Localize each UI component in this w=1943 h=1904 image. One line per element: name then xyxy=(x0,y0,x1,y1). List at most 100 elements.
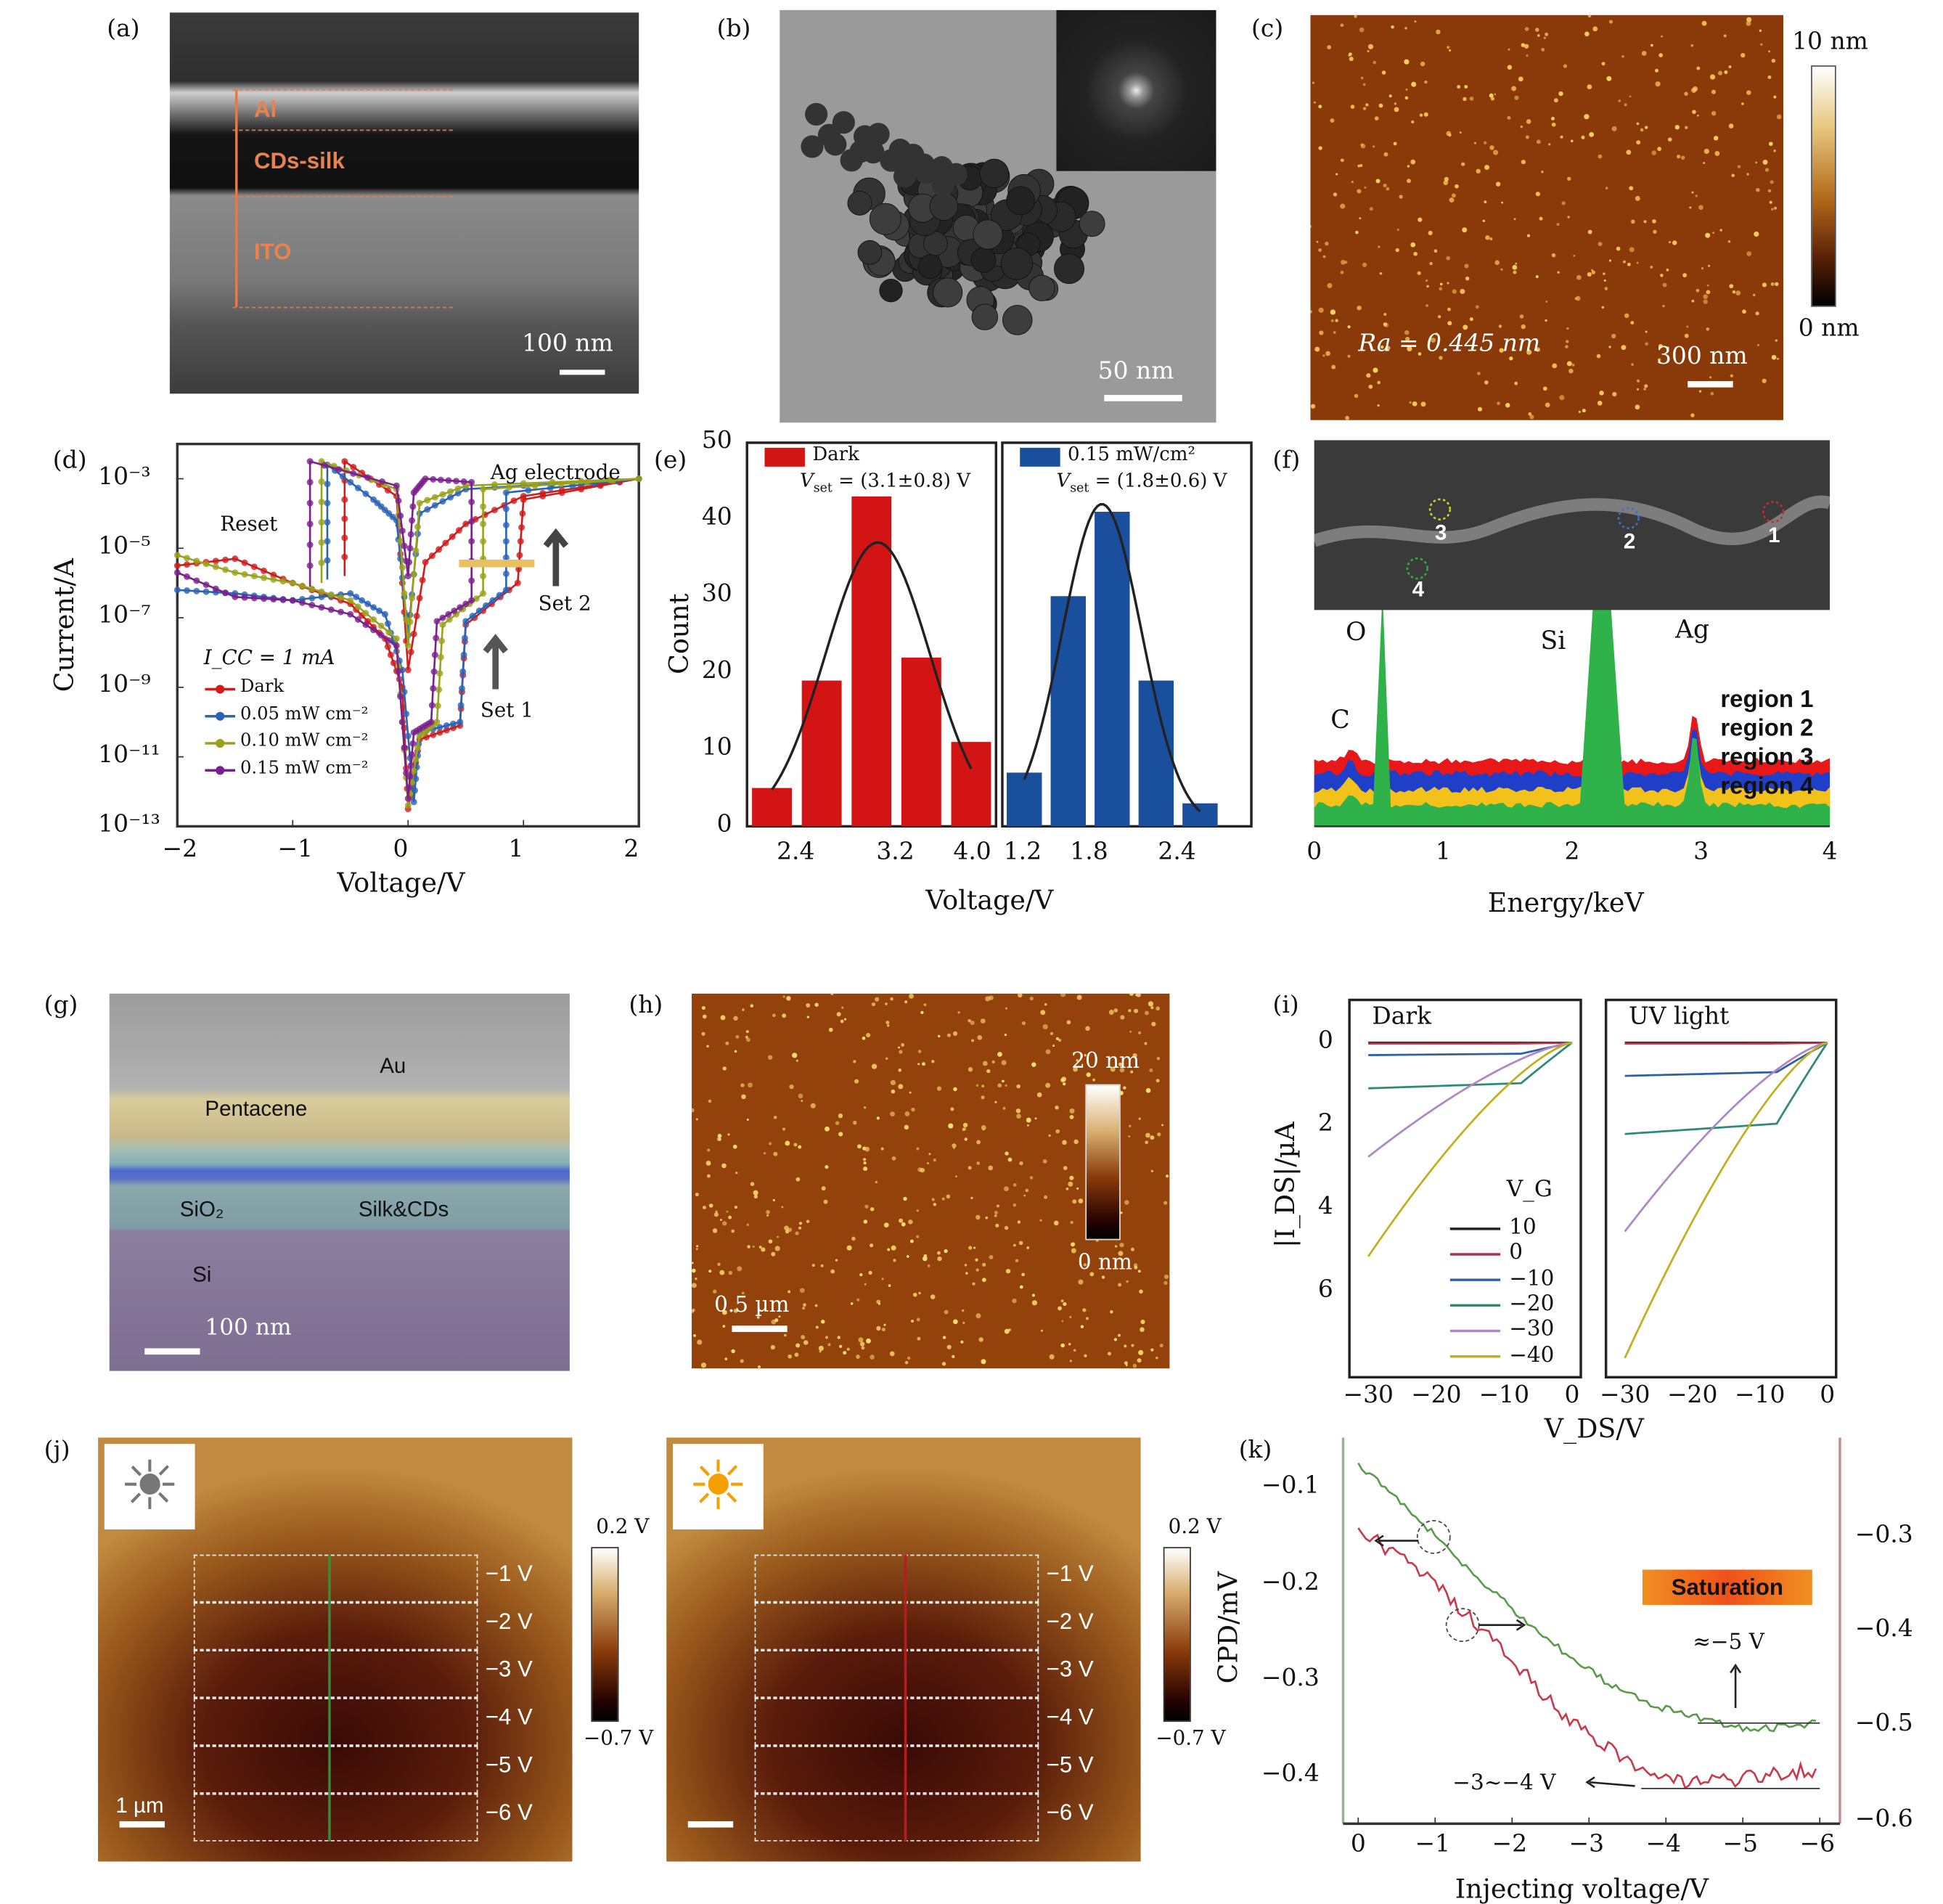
afm-grain xyxy=(1535,28,1539,32)
afm-grain xyxy=(1418,217,1423,222)
afm-grain xyxy=(1465,276,1470,281)
afm-grain xyxy=(718,1137,721,1141)
layer-label-au: Au xyxy=(380,1054,406,1078)
i-curve-0-2 xyxy=(1368,1042,1573,1056)
f-xlabel: Energy/keV xyxy=(1487,888,1644,918)
afm-grain xyxy=(1629,186,1634,191)
afm-grain xyxy=(1420,401,1426,407)
afm-grain xyxy=(1608,346,1611,348)
injection-region-box xyxy=(754,1554,1039,1603)
afm-grain xyxy=(1340,270,1344,274)
afm-grain xyxy=(746,1037,750,1042)
d-legend-label-2: 0.10 mW cm⁻² xyxy=(240,730,369,751)
afm-grain xyxy=(1089,1272,1095,1277)
afm-grain xyxy=(1622,260,1627,263)
k-highlight-circle xyxy=(1416,1519,1451,1554)
afm-grain xyxy=(977,1034,983,1040)
afm-grain xyxy=(953,1087,957,1092)
e-stat-label-1: Vset = (1.8±0.6) V xyxy=(1056,469,1227,496)
e-bar xyxy=(801,680,842,827)
d-data-point xyxy=(439,614,446,621)
nanoparticle xyxy=(1000,248,1034,280)
afm-grain xyxy=(1375,179,1380,184)
afm-grain xyxy=(726,1210,729,1213)
afm-grain xyxy=(1746,251,1752,256)
afm-grain xyxy=(1447,282,1449,285)
k-ytick-right-label: −0.6 xyxy=(1854,1804,1913,1833)
afm-grain xyxy=(1598,154,1603,159)
afm-grain xyxy=(1714,151,1720,156)
afm-grain xyxy=(1587,271,1592,277)
scale-bar-label: 0.5 µm xyxy=(714,1293,790,1318)
d-data-point xyxy=(457,702,465,709)
afm-grain xyxy=(903,1196,907,1201)
afm-grain xyxy=(1082,1308,1087,1312)
d-data-point xyxy=(436,724,443,731)
afm-grain xyxy=(1685,126,1688,129)
afm-grain xyxy=(1005,1007,1008,1010)
nanoparticle xyxy=(1028,274,1055,301)
afm-grain xyxy=(1042,1023,1048,1030)
d-arrow-set1 xyxy=(483,634,508,690)
afm-grain xyxy=(1514,95,1519,100)
afm-grain xyxy=(982,1278,986,1282)
afm-grain xyxy=(1021,1272,1025,1277)
d-data-point xyxy=(525,486,532,494)
d-data-point xyxy=(306,520,314,528)
d-data-point xyxy=(514,579,521,587)
d-data-point xyxy=(439,621,446,629)
afm-grain xyxy=(955,1175,957,1178)
afm-grain xyxy=(1061,1076,1067,1082)
afm-grain xyxy=(1119,1242,1124,1248)
i-xtick-label: 0 xyxy=(1564,1381,1580,1409)
afm-grain xyxy=(1645,342,1649,346)
d-data-point xyxy=(468,577,475,584)
afm-grain xyxy=(917,1063,920,1066)
afm-grain xyxy=(1150,1169,1154,1172)
i-ylabel: |I_DS|/µA xyxy=(1270,1121,1301,1248)
afm-grain xyxy=(1155,1006,1161,1011)
afm-grain xyxy=(798,1222,803,1225)
scale-bar xyxy=(732,1325,788,1332)
f-spectrum-3 xyxy=(1314,738,1830,827)
afm-grain xyxy=(988,1165,994,1171)
d-data-point xyxy=(203,588,210,595)
d-data-point xyxy=(502,554,510,561)
d-data-point xyxy=(433,634,440,642)
afm-grain xyxy=(1132,1363,1137,1368)
afm-grain xyxy=(909,1091,912,1094)
afm-grain xyxy=(920,1167,925,1173)
afm-grain xyxy=(1150,1348,1154,1352)
afm-grain xyxy=(916,1209,919,1212)
afm-grain xyxy=(862,1036,865,1039)
afm-grain xyxy=(850,1302,854,1305)
afm-grain xyxy=(1477,372,1481,375)
afm-grain xyxy=(697,1339,703,1345)
k-ytick-left-label: −0.2 xyxy=(1261,1567,1320,1596)
d-data-point xyxy=(404,642,412,649)
afm-grain xyxy=(801,1335,806,1340)
d-data-point xyxy=(505,483,512,491)
line-profile-marker xyxy=(904,1554,907,1842)
afm-grain xyxy=(725,1041,729,1045)
i-curve-1-5 xyxy=(1624,1042,1828,1359)
afm-grain xyxy=(1055,1037,1059,1040)
afm-grain xyxy=(980,1018,986,1023)
afm-grain xyxy=(1008,1328,1011,1331)
colorbar-min: 0 nm xyxy=(1798,314,1860,343)
afm-grain xyxy=(745,1030,749,1034)
afm-grain xyxy=(1012,1298,1017,1304)
injection-region-box xyxy=(754,1602,1039,1651)
d-data-point xyxy=(270,571,277,579)
afm-grain xyxy=(1597,401,1603,406)
afm-grain xyxy=(1529,414,1534,420)
d-data-point xyxy=(428,719,435,726)
afm-grain xyxy=(1775,282,1779,287)
afm-grain xyxy=(1085,1026,1090,1031)
afm-grain xyxy=(858,1337,864,1343)
afm-grain xyxy=(1120,1015,1125,1020)
d-data-point xyxy=(377,632,385,639)
nanoparticle xyxy=(869,203,901,235)
d-data-point xyxy=(437,653,444,661)
f-peak-label-C: C xyxy=(1330,704,1350,735)
